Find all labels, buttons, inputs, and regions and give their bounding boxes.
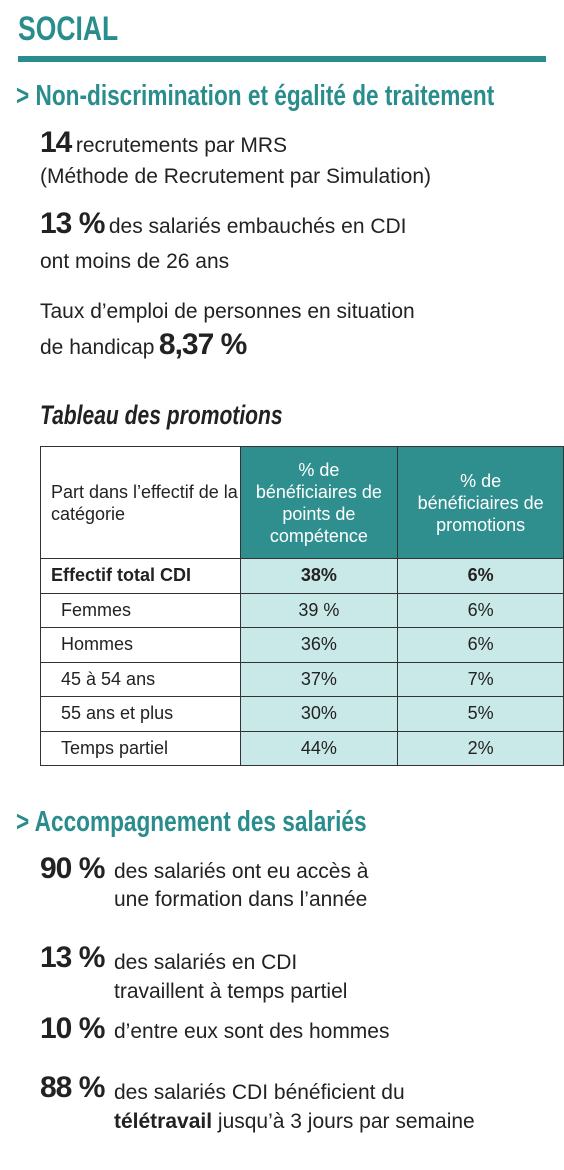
stat: 10 % bbox=[40, 1012, 105, 1046]
table-cell: 6% bbox=[397, 592, 564, 628]
stat: 88 % bbox=[40, 1071, 105, 1105]
stat-text: de handicap bbox=[40, 336, 155, 359]
stat: 90 % bbox=[40, 852, 105, 886]
header-cell: Part dans l’effectif de la catégorie bbox=[40, 446, 241, 559]
stat-text: recrutements par MRS bbox=[75, 134, 288, 157]
table-title: Tableau des promotions bbox=[40, 400, 283, 430]
table-cell: Temps partiel bbox=[40, 730, 241, 766]
table-cell: Femmes bbox=[40, 592, 241, 628]
stat-text: jusqu’à 3 jours par semaine bbox=[217, 1110, 475, 1133]
stat-text: des salariés embauchés en CDI bbox=[108, 215, 407, 238]
stat-figure: 90 % bbox=[40, 852, 105, 885]
stat-figure: 10 % bbox=[40, 1012, 105, 1045]
stat-text: Taux d’emploi de personnes en situation bbox=[40, 300, 415, 323]
table-cell: 2% bbox=[397, 730, 564, 766]
table-row: Effectif total CDI 38% 6% bbox=[40, 558, 564, 594]
stat-figure: 14 bbox=[40, 126, 72, 159]
header-cell: % de bénéficiaires de points de compéten… bbox=[239, 446, 399, 559]
table-cell: 55 ans et plus bbox=[40, 696, 241, 732]
stat-text: (Méthode de Recrutement par Simulation) bbox=[40, 165, 432, 188]
stat: 13 % bbox=[40, 941, 105, 975]
stat-figure: 8,37 % bbox=[158, 328, 247, 361]
stat-figure: 88 % bbox=[40, 1071, 105, 1104]
stat-text: des salariés CDI bénéficient du bbox=[114, 1081, 405, 1104]
table-row: Temps partiel 44% 2% bbox=[40, 730, 564, 766]
page-title: SOCIAL bbox=[18, 10, 119, 48]
stat: 13 % des salariés embauchés en CDI bbox=[40, 207, 407, 241]
stat-emphasis: télétravail bbox=[114, 1110, 213, 1133]
table-row: 55 ans et plus 30% 5% bbox=[40, 696, 564, 732]
table-cell: Effectif total CDI bbox=[40, 558, 241, 594]
stat-figure: 13 % bbox=[40, 941, 105, 974]
stat-text: des salariés ont eu accès à bbox=[114, 860, 369, 883]
stat-text: télétravail jusqu’à 3 jours par semaine bbox=[114, 1110, 475, 1134]
table-cell: 37% bbox=[239, 661, 399, 697]
stat-text: des salariés en CDI bbox=[114, 951, 298, 974]
table-cell: 39 % bbox=[239, 592, 399, 628]
table-cell: 36% bbox=[239, 627, 399, 663]
table-cell: 45 à 54 ans bbox=[40, 661, 241, 697]
table-row: 45 à 54 ans 37% 7% bbox=[40, 661, 564, 697]
stat-text: d’entre eux sont des hommes bbox=[114, 1020, 390, 1043]
table-row: Femmes 39 % 6% bbox=[40, 592, 564, 628]
title-rule bbox=[18, 56, 546, 62]
stat: 14 recrutements par MRS bbox=[40, 126, 287, 160]
table-cell: 7% bbox=[397, 661, 564, 697]
table-row: Hommes 36% 6% bbox=[40, 627, 564, 663]
stat-text: une formation dans l’année bbox=[114, 888, 368, 911]
table-cell: 5% bbox=[397, 696, 564, 732]
table-header: Part dans l’effectif de la catégorie % d… bbox=[40, 446, 564, 559]
stat-text: ont moins de 26 ans bbox=[40, 250, 230, 273]
section-heading: > Accompagnement des salariés bbox=[16, 806, 367, 838]
header-cell: % de bénéficiaires de promotions bbox=[397, 446, 564, 559]
table-cell: 30% bbox=[239, 696, 399, 732]
stat-text: travaillent à temps partiel bbox=[114, 980, 348, 1003]
section-heading: > Non-discrimination et égalité de trait… bbox=[16, 80, 495, 112]
table-cell: Hommes bbox=[40, 627, 241, 663]
promotions-table: Part dans l’effectif de la catégorie % d… bbox=[40, 446, 564, 766]
table-cell: 44% bbox=[239, 730, 399, 766]
stat: de handicap 8,37 % bbox=[40, 328, 247, 362]
table-cell: 38% bbox=[239, 558, 399, 594]
table-cell: 6% bbox=[397, 558, 564, 594]
stat-figure: 13 % bbox=[40, 207, 105, 240]
table-cell: 6% bbox=[397, 627, 564, 663]
